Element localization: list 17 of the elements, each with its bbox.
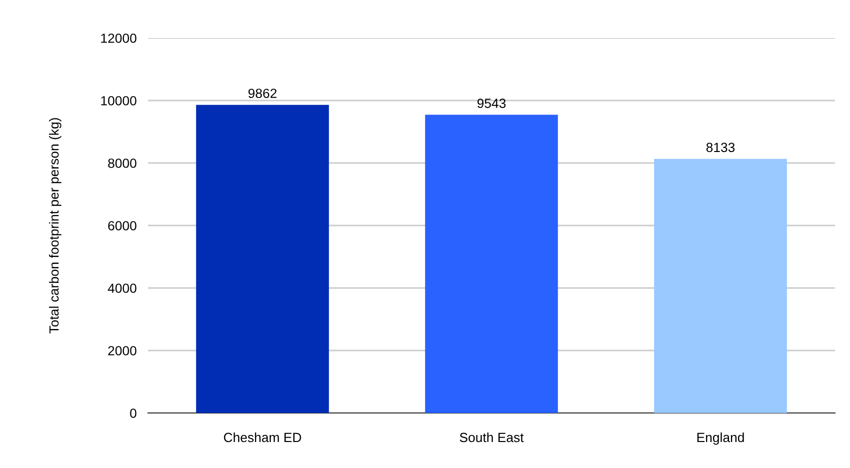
y-tick-label: 8000	[108, 158, 136, 168]
data-label: 9862	[248, 88, 277, 98]
bar	[425, 114, 558, 413]
y-tick-label: 0	[130, 408, 136, 418]
bar	[196, 104, 329, 413]
bar	[654, 158, 787, 413]
data-label: 8133	[706, 142, 735, 152]
y-tick-label: 2000	[108, 346, 136, 356]
data-label: 9543	[477, 98, 506, 108]
x-tick-label: South East	[460, 432, 524, 442]
y-tick-label: 10000	[101, 96, 136, 106]
y-tick-label: 4000	[108, 284, 136, 293]
y-axis-title: Total carbon footprint per person (kg)	[49, 118, 62, 334]
x-tick-label: Chesham ED	[224, 432, 302, 442]
y-tick-label: 6000	[108, 221, 136, 230]
x-tick-label: England	[697, 432, 744, 445]
y-tick-label: 12000	[101, 34, 136, 43]
